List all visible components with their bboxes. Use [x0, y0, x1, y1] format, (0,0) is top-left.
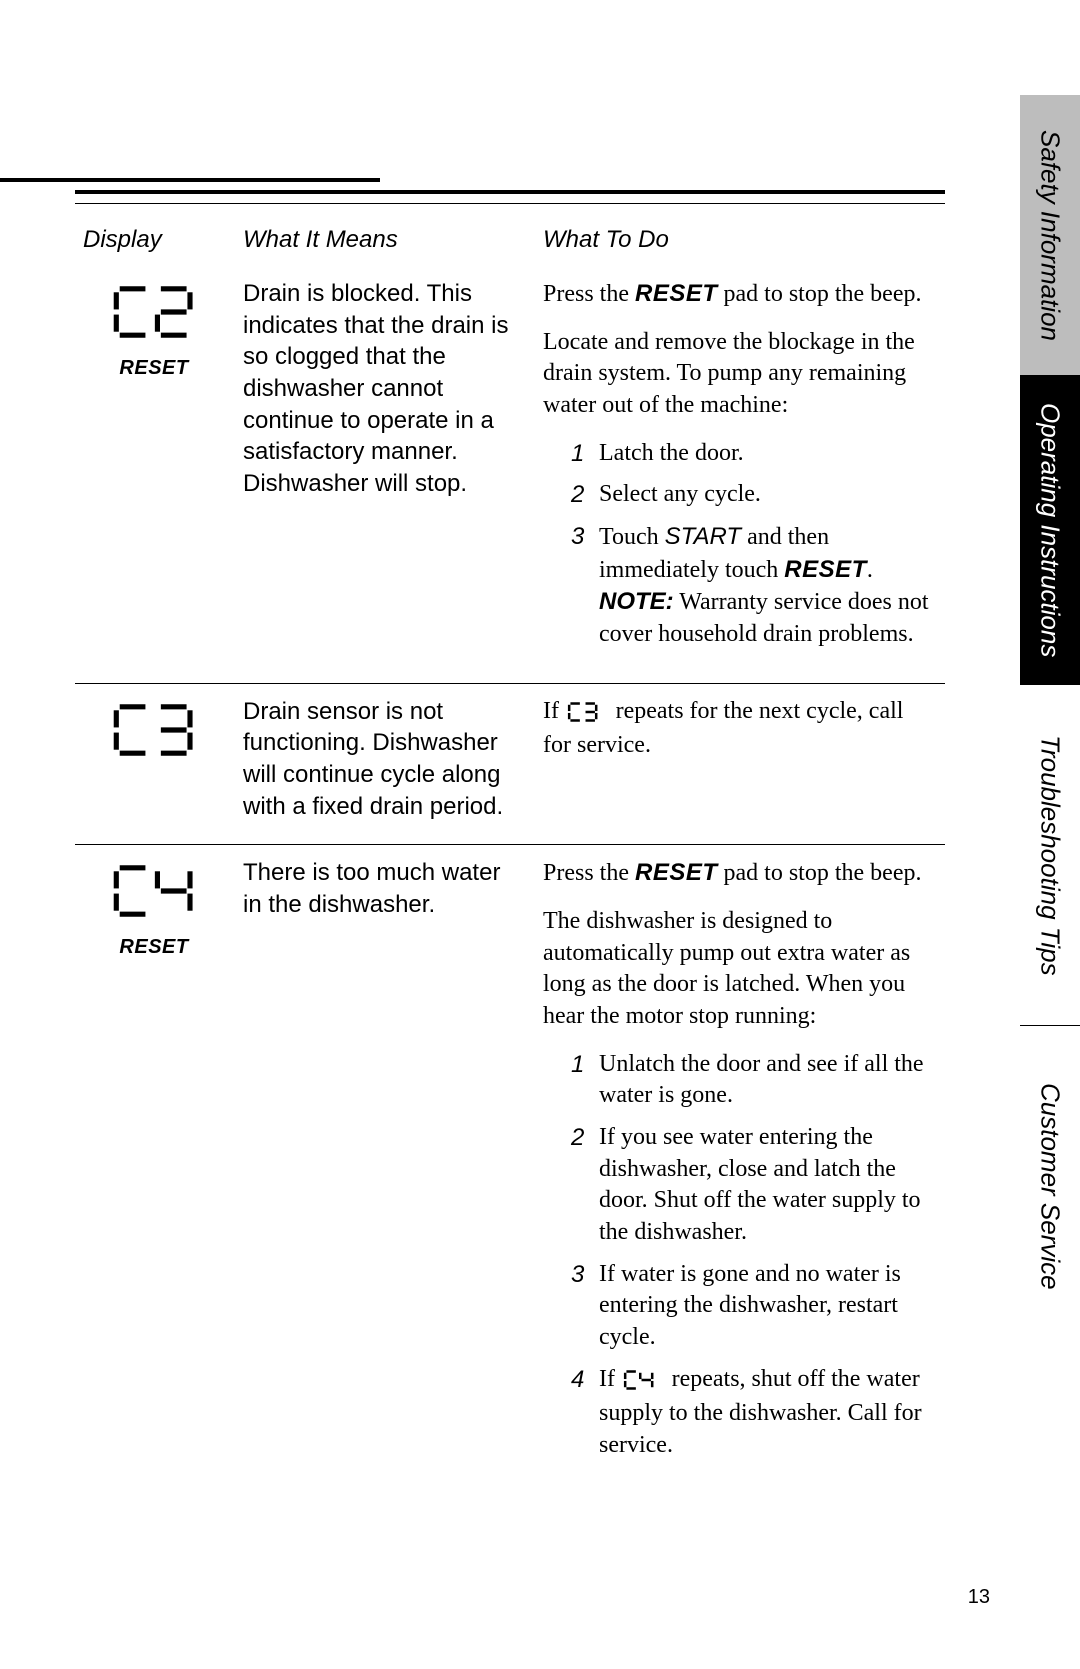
side-tabs: Safety Information Operating Instruction…	[1020, 95, 1080, 1555]
header-display: Display	[75, 218, 235, 266]
error-code-table: Display What It Means What To Do	[75, 218, 945, 1493]
todo-cell-c2: Press the RESET pad to stop the beep. Lo…	[535, 266, 945, 683]
reset-label-c2: RESET	[83, 357, 225, 380]
step-number: 1	[571, 1049, 584, 1081]
c2-step1-text: Latch the door.	[599, 440, 744, 466]
note-label: NOTE:	[599, 588, 674, 615]
step-number: 4	[571, 1364, 584, 1396]
c2-p1-a: Press the	[543, 281, 635, 307]
inline-seg-c3-icon	[565, 698, 616, 728]
c4-step-3: 3 If water is gone and no water is enteri…	[571, 1259, 935, 1354]
table-header-row: Display What It Means What To Do	[75, 218, 945, 266]
c4-todo-p2: The dishwasher is designed to automatica…	[543, 906, 935, 1033]
header-todo: What To Do	[535, 218, 945, 266]
seg-display-c4-icon	[83, 861, 225, 934]
tab-troubleshooting-tips[interactable]: Troubleshooting Tips	[1020, 685, 1080, 1025]
inline-seg-c4-icon	[621, 1366, 672, 1396]
c4-step-4: 4 If	[571, 1364, 935, 1462]
troubleshooting-page: Display What It Means What To Do	[75, 190, 945, 1493]
todo-cell-c4: Press the RESET pad to stop the beep. Th…	[535, 845, 945, 1494]
reset-keyword: RESET	[635, 280, 718, 307]
reset-keyword: RESET	[784, 556, 867, 583]
c4-p1-a: Press the	[543, 860, 635, 886]
tab-operating-instructions[interactable]: Operating Instructions	[1020, 375, 1080, 685]
c4-step-1: 1 Unlatch the door and see if all the wat…	[571, 1049, 935, 1112]
todo-cell-c3: If	[535, 683, 945, 845]
step-number: 2	[571, 479, 584, 511]
c4-step-2: 2 If you see water entering the dishwashe…	[571, 1122, 935, 1249]
c2-step2-text: Select any cycle.	[599, 481, 761, 507]
c4-step3-text: If water is gone and no water is enterin…	[599, 1261, 901, 1350]
c4-step2-text: If you see water entering the dishwasher…	[599, 1124, 921, 1245]
step-number: 3	[571, 1259, 584, 1291]
seg-display-c2-icon	[83, 282, 225, 355]
table-row: RESET There is too much water in the dis…	[75, 845, 945, 1494]
reset-label-c4: RESET	[83, 936, 225, 959]
means-cell-c3: Drain sensor is not functioning. Dishwas…	[235, 683, 535, 845]
c2-todo-p2: Locate and remove the blockage in the dr…	[543, 327, 935, 422]
header-means: What It Means	[235, 218, 535, 266]
means-cell-c4: There is too much water in the dishwashe…	[235, 845, 535, 1494]
reset-keyword: RESET	[635, 859, 718, 886]
c2-step3-c: .	[867, 557, 873, 583]
seg-display-c3-icon	[83, 700, 225, 773]
c2-step-2: 2 Select any cycle.	[571, 479, 935, 511]
means-cell-c2: Drain is blocked. This indicates that th…	[235, 266, 535, 683]
tab-customer-service[interactable]: Customer Service	[1020, 1026, 1080, 1346]
c2-steps: 1 Latch the door. 2 Select any cycle. 3 To…	[571, 438, 935, 651]
c4-p1-b: pad to stop the beep.	[718, 860, 922, 886]
table-row: RESET Drain is blocked. This indicates t…	[75, 266, 945, 683]
table-row: Drain sensor is not functioning. Dishwas…	[75, 683, 945, 845]
c4-todo-p1: Press the RESET pad to stop the beep.	[543, 857, 935, 890]
c4-step1-text: Unlatch the door and see if all the wate…	[599, 1051, 924, 1109]
page-number: 13	[968, 1586, 990, 1609]
c4-step4-a: If	[599, 1366, 621, 1392]
c2-todo-p1: Press the RESET pad to stop the beep.	[543, 278, 935, 311]
display-cell-c4: RESET	[75, 845, 235, 1494]
c2-step-1: 1 Latch the door.	[571, 438, 935, 470]
c3-todo-p: If	[543, 696, 935, 762]
step-number: 3	[571, 521, 584, 553]
table-top-rule	[75, 190, 945, 204]
c4-steps: 1 Unlatch the door and see if all the wat…	[571, 1049, 935, 1462]
start-keyword: START	[665, 523, 741, 550]
top-rule	[0, 178, 380, 182]
tab-safety-information[interactable]: Safety Information	[1020, 95, 1080, 375]
step-number: 1	[571, 438, 584, 470]
c3-todo-a: If	[543, 698, 565, 724]
display-cell-c3	[75, 683, 235, 845]
step-number: 2	[571, 1122, 584, 1154]
c2-step3-a: Touch	[599, 524, 665, 550]
c2-step-3: 3 Touch START and then immediately touch…	[571, 521, 935, 651]
c2-p1-b: pad to stop the beep.	[718, 281, 922, 307]
display-cell-c2: RESET	[75, 266, 235, 683]
